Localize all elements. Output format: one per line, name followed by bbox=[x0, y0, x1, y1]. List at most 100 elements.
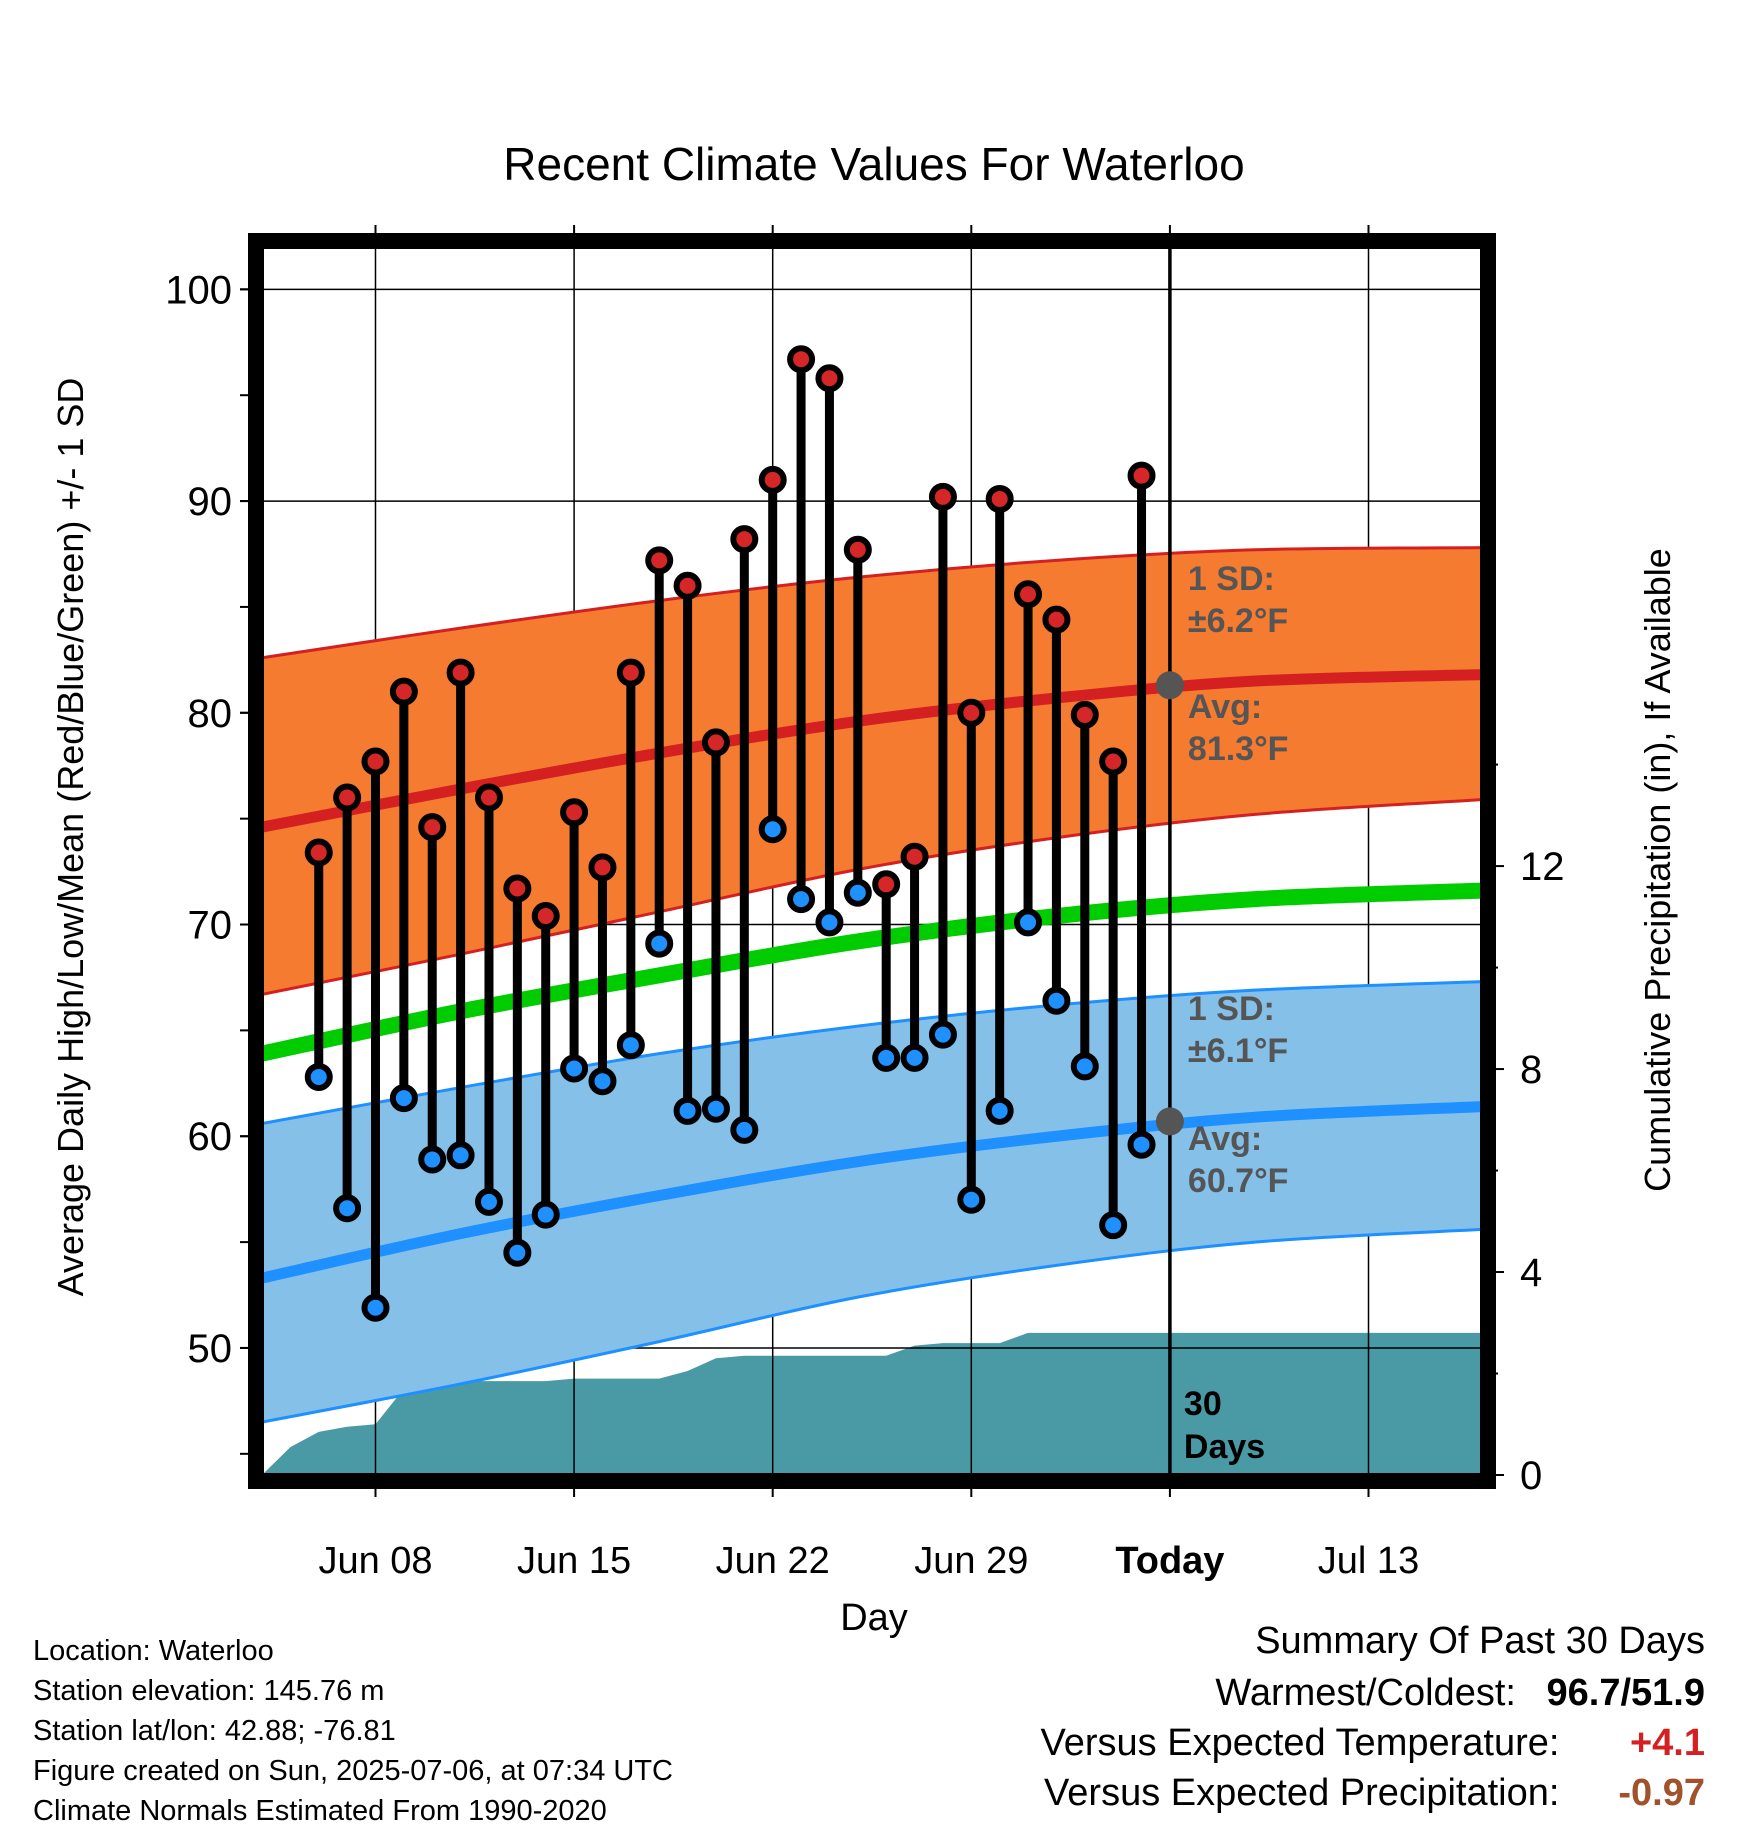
x-tick-label: Jun 22 bbox=[716, 1540, 830, 1582]
high-point bbox=[645, 546, 674, 575]
low-point bbox=[1099, 1211, 1128, 1240]
summary-title: Summary Of Past 30 Days bbox=[1255, 1620, 1705, 1662]
high-point bbox=[560, 798, 589, 827]
low-point bbox=[333, 1194, 362, 1223]
high-point bbox=[872, 870, 901, 899]
low-point bbox=[957, 1185, 986, 1214]
x-tick-label: Jul 13 bbox=[1318, 1540, 1419, 1582]
low-sd-band-fill bbox=[262, 981, 1482, 1423]
low-point bbox=[616, 1031, 645, 1060]
x-tick-label: Jun 15 bbox=[517, 1540, 631, 1582]
high-point bbox=[900, 842, 929, 871]
x-tick-label: Today bbox=[1115, 1540, 1224, 1582]
y-tick-label: 100 bbox=[165, 268, 232, 312]
low-point bbox=[1070, 1052, 1099, 1081]
high-point bbox=[1014, 580, 1043, 609]
summary-warm-cold-label: Warmest/Coldest: bbox=[1215, 1672, 1516, 1714]
high-point bbox=[304, 838, 333, 867]
days-count-label: 30 bbox=[1184, 1385, 1222, 1423]
low-point bbox=[843, 878, 872, 907]
low-point bbox=[446, 1141, 475, 1170]
low-point bbox=[815, 908, 844, 937]
low-point bbox=[560, 1054, 589, 1083]
summary-precip: Versus Expected Precipitation: -0.97 bbox=[1044, 1772, 1705, 1815]
y-tick-label: 70 bbox=[188, 904, 233, 948]
low-point bbox=[872, 1043, 901, 1072]
high-point bbox=[1127, 461, 1156, 490]
y-axis-label: Average Daily High/Low/Mean (Red/Blue/Gr… bbox=[50, 378, 91, 1297]
low-point bbox=[503, 1238, 532, 1267]
high-avg-value: 81.3°F bbox=[1188, 730, 1289, 768]
normal-low-line bbox=[262, 1101, 1482, 1284]
high-point bbox=[333, 783, 362, 812]
low-point bbox=[1127, 1130, 1156, 1159]
high-point bbox=[389, 677, 418, 706]
low-point bbox=[985, 1096, 1014, 1125]
x-tick-label: Jun 08 bbox=[318, 1540, 432, 1582]
high-sd-value: ±6.2°F bbox=[1188, 602, 1288, 640]
high-point bbox=[531, 902, 560, 931]
x-tick-label: Jun 29 bbox=[914, 1540, 1028, 1582]
high-point bbox=[928, 482, 957, 511]
high-point bbox=[701, 728, 730, 757]
y-tick-label: 50 bbox=[188, 1327, 233, 1371]
y2-tick-label: 4 bbox=[1520, 1251, 1542, 1295]
low-point bbox=[588, 1067, 617, 1096]
low-sd-value: ±6.1°F bbox=[1188, 1032, 1288, 1070]
high-point bbox=[503, 874, 532, 903]
plot-frame bbox=[248, 233, 1496, 1489]
low-point bbox=[531, 1200, 560, 1229]
high-point bbox=[446, 658, 475, 687]
high-point bbox=[418, 813, 447, 842]
low-point bbox=[304, 1062, 333, 1091]
precip-area bbox=[262, 1332, 1482, 1475]
low-point bbox=[787, 885, 816, 914]
high-point bbox=[985, 484, 1014, 513]
y2-tick-label: 12 bbox=[1520, 845, 1565, 889]
low-point bbox=[361, 1293, 390, 1322]
high-point bbox=[843, 535, 872, 564]
high-point bbox=[787, 345, 816, 374]
y-tick-label: 80 bbox=[188, 692, 233, 736]
summary-temp-value: +4.1 bbox=[1629, 1722, 1705, 1764]
high-point bbox=[815, 364, 844, 393]
y-tick-label: 90 bbox=[188, 480, 233, 524]
low-point bbox=[645, 929, 674, 958]
y2-axis-label: Cumulative Precipitation (in), If Availa… bbox=[1637, 548, 1678, 1192]
y2-tick-label: 8 bbox=[1520, 1048, 1542, 1092]
high-avg-label: Avg: bbox=[1188, 688, 1262, 726]
low-point bbox=[1042, 986, 1071, 1015]
summary-precip-label: Versus Expected Precipitation: bbox=[1044, 1772, 1560, 1814]
high-point bbox=[1070, 700, 1099, 729]
chart-title: Recent Climate Values For Waterloo bbox=[503, 138, 1244, 190]
high-point bbox=[1099, 747, 1128, 776]
low-point bbox=[701, 1094, 730, 1123]
high-point bbox=[673, 571, 702, 600]
low-point bbox=[474, 1187, 503, 1216]
low-point bbox=[418, 1145, 447, 1174]
high-point bbox=[758, 465, 787, 494]
low-avg-label: Avg: bbox=[1188, 1120, 1262, 1158]
low-point bbox=[389, 1084, 418, 1113]
high-point bbox=[1042, 605, 1071, 634]
low-point bbox=[900, 1043, 929, 1072]
high-point bbox=[361, 747, 390, 776]
days-word-label: Days bbox=[1184, 1428, 1265, 1466]
x-axis-label: Day bbox=[840, 1597, 908, 1639]
y2-tick-label: 0 bbox=[1520, 1454, 1542, 1498]
high-point bbox=[957, 698, 986, 727]
plot-area: 1 SD: ±6.2°F Avg: 81.3°F 1 SD: ±6.1°F Avg: 60.7… bbox=[165, 225, 1565, 1582]
high-point bbox=[616, 658, 645, 687]
high-point bbox=[730, 525, 759, 554]
low-point bbox=[730, 1115, 759, 1144]
footer-location: Location: Waterloo bbox=[33, 1635, 274, 1667]
low-point bbox=[758, 815, 787, 844]
low-point bbox=[673, 1096, 702, 1125]
high-avg-marker bbox=[1155, 671, 1184, 700]
footer-created: Figure created on Sun, 2025-07-06, at 07… bbox=[33, 1755, 673, 1787]
summary-temp-label: Versus Expected Temperature: bbox=[1040, 1722, 1560, 1764]
footer-normals: Climate Normals Estimated From 1990-2020 bbox=[33, 1795, 607, 1827]
high-sd-band-fill bbox=[262, 547, 1482, 995]
low-avg-value: 60.7°F bbox=[1188, 1162, 1289, 1200]
